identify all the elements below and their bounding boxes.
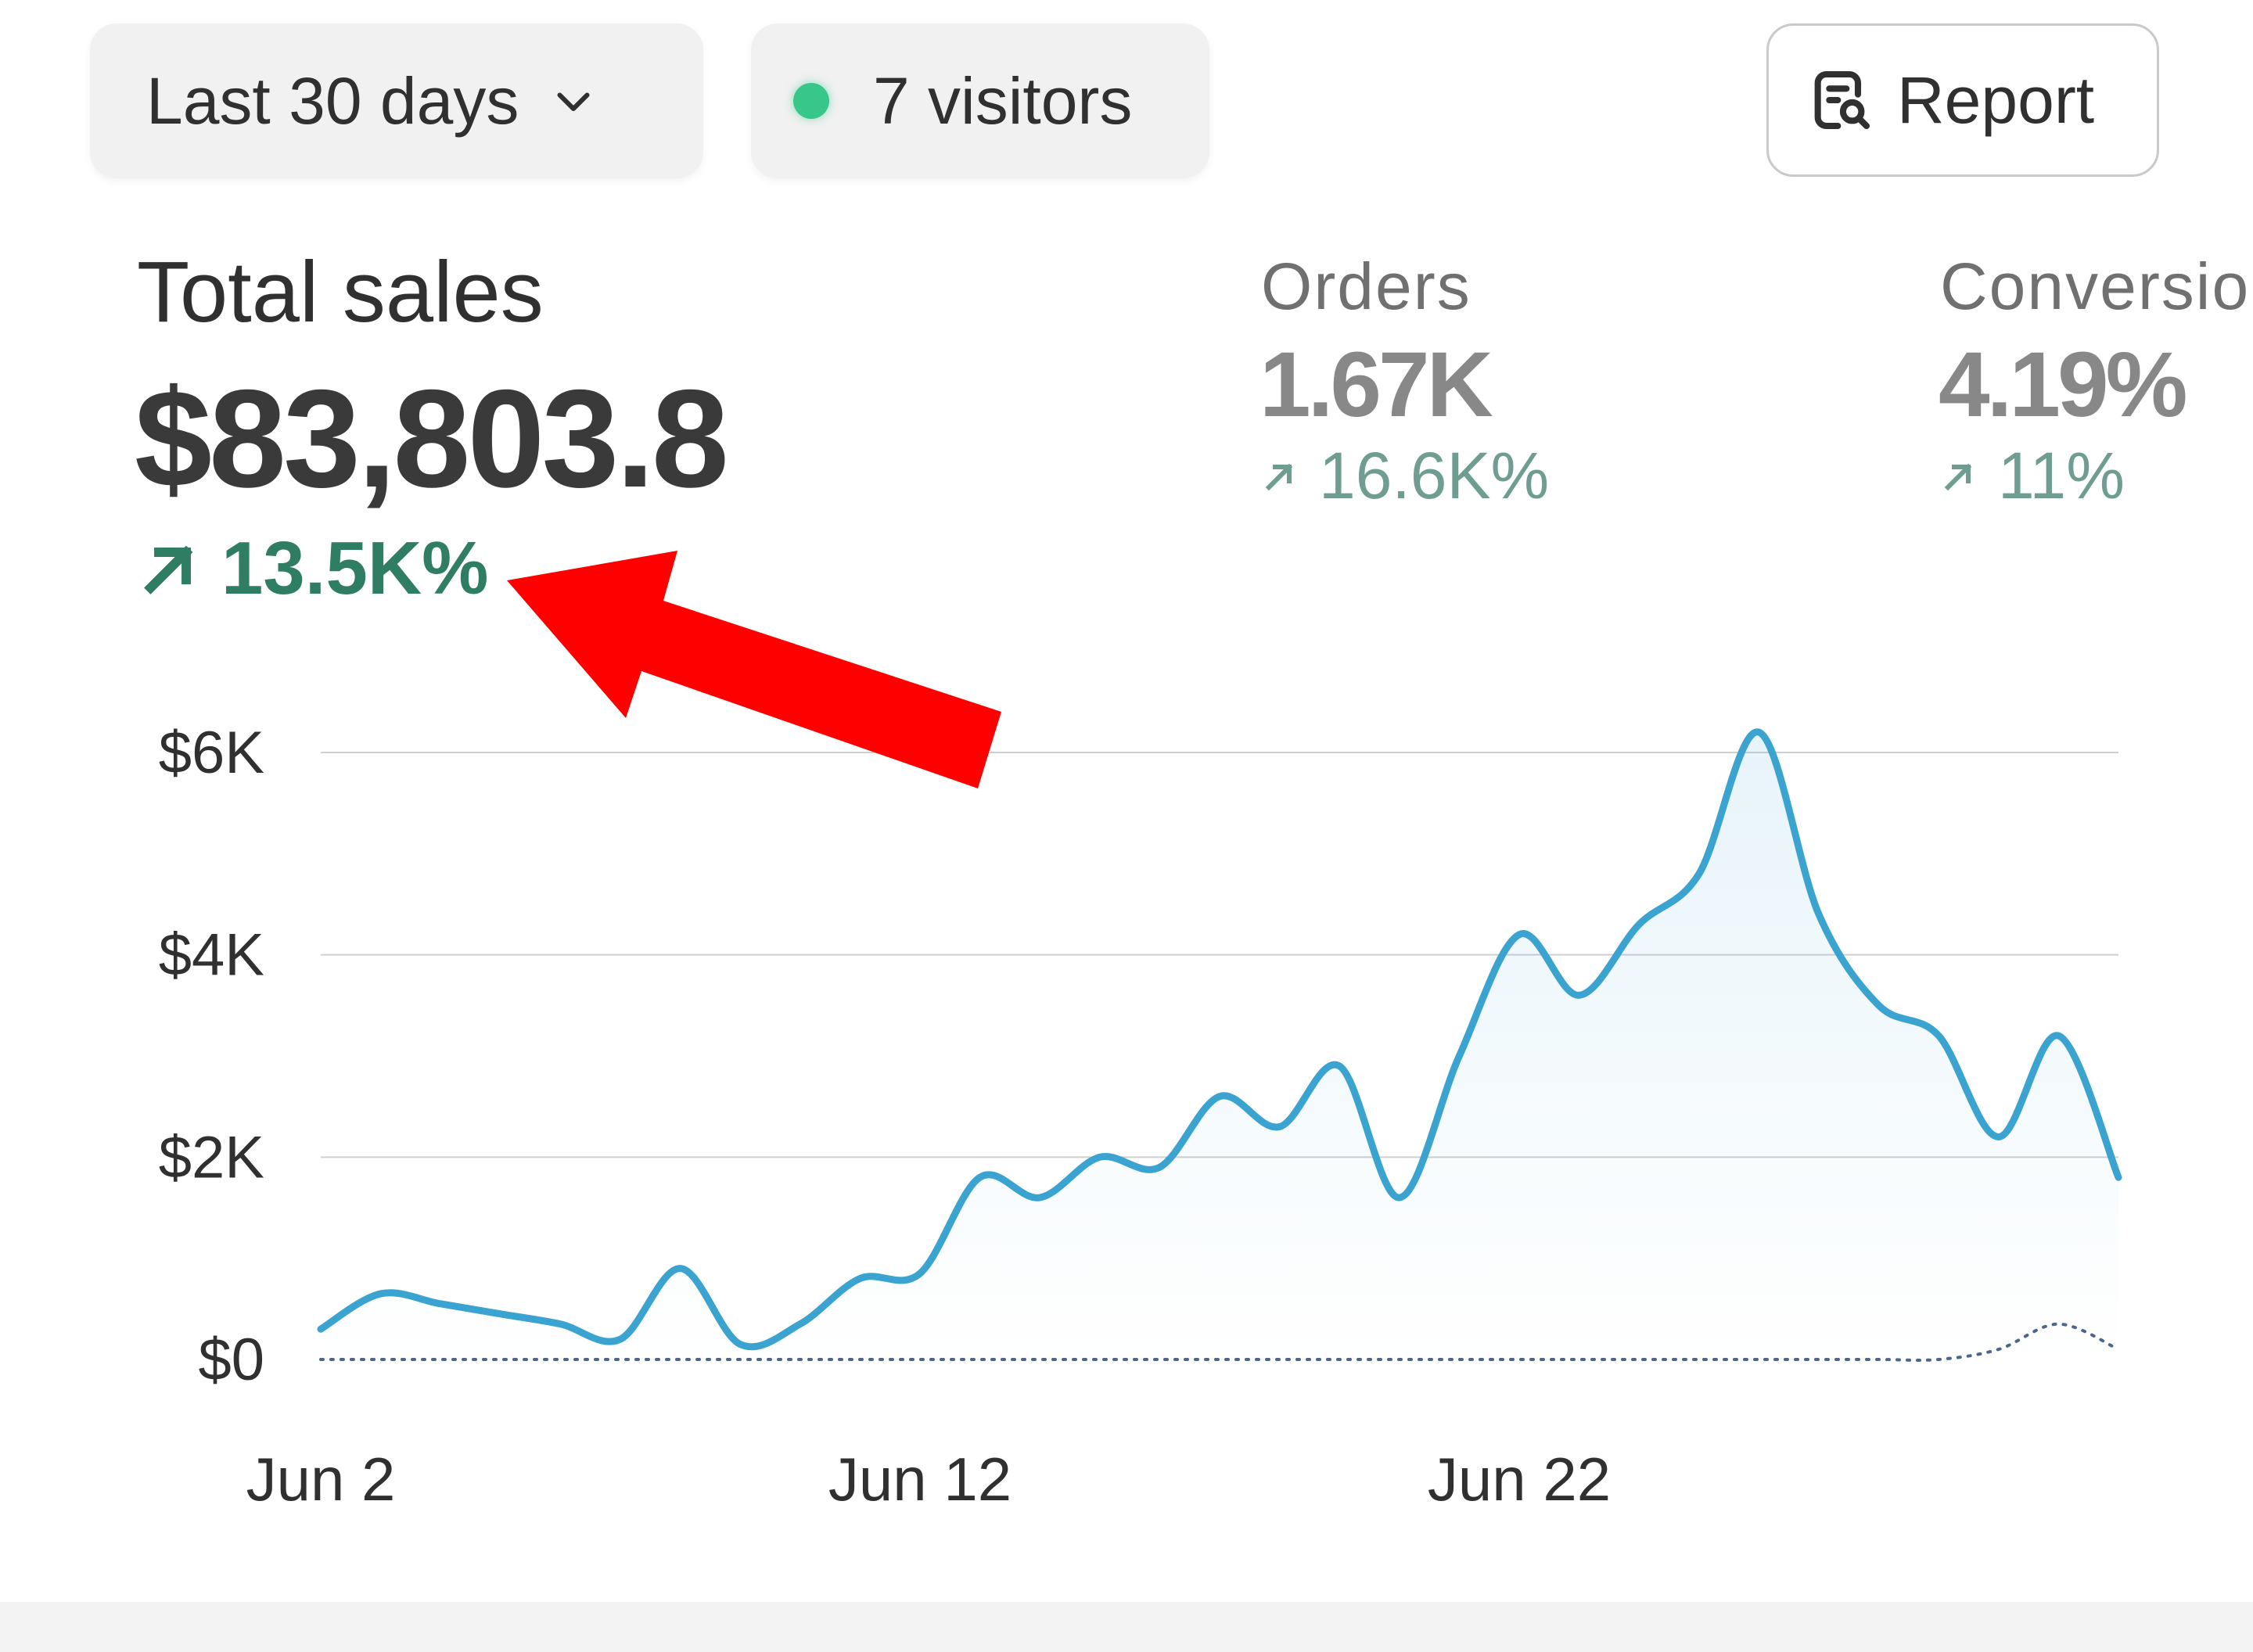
y-tick-label: $6K [159, 720, 264, 786]
conversion-delta-value: 11% [1998, 439, 2125, 512]
arrow-up-right-icon [144, 545, 193, 594]
x-tick-label: Jun 12 [828, 1445, 1012, 1514]
orders-delta: 16.6K% [1261, 438, 1549, 514]
annotation-arrow-shape [507, 551, 1001, 788]
conversion-delta: 11% [1940, 438, 2125, 514]
arrow-up-right-icon [1944, 463, 1972, 490]
y-axis-ticks: $0 $2K $4K $6K [159, 720, 264, 1393]
orders-title[interactable]: Orders [1261, 250, 1471, 323]
date-range-label: Last 30 days [146, 63, 519, 138]
x-axis-ticks: Jun 2 Jun 12 Jun 22 [246, 1445, 1612, 1514]
footer-divider [0, 1602, 2253, 1652]
arrow-up-right-icon [1265, 463, 1293, 490]
y-tick-label: $2K [159, 1124, 264, 1191]
conversion-title[interactable]: Conversio [1940, 250, 2251, 323]
y-tick-label: $0 [198, 1327, 264, 1393]
total-sales-delta: 13.5K% [137, 526, 489, 612]
visitors-count-label: 7 visitors [873, 63, 1133, 138]
series-area-fill [321, 731, 2118, 1359]
report-search-icon [1814, 70, 1870, 130]
orders-value: 1.67K [1259, 333, 1493, 436]
live-dot-icon [793, 83, 829, 119]
y-tick-label: $4K [159, 922, 264, 989]
comparison-series-line [319, 1322, 2120, 1362]
report-button-label: Report [1897, 63, 2095, 137]
chart-gridlines [321, 752, 2118, 1158]
live-visitors-pill[interactable]: 7 visitors [751, 23, 1209, 178]
date-range-selector[interactable]: Last 30 days [90, 23, 703, 178]
x-tick-label: Jun 2 [246, 1445, 396, 1514]
x-tick-label: Jun 22 [1428, 1445, 1611, 1514]
chart-series [317, 728, 2122, 1362]
report-button[interactable]: Report [1766, 23, 2159, 177]
sales-series-line [317, 728, 2122, 1351]
conversion-value: 4.19% [1939, 333, 2188, 436]
orders-delta-value: 16.6K% [1319, 439, 1550, 512]
total-sales-title[interactable]: Total sales [137, 244, 544, 340]
chevron-down-icon [557, 92, 590, 111]
total-sales-delta-value: 13.5K% [221, 526, 489, 610]
total-sales-value: $83,803.8 [135, 361, 729, 516]
